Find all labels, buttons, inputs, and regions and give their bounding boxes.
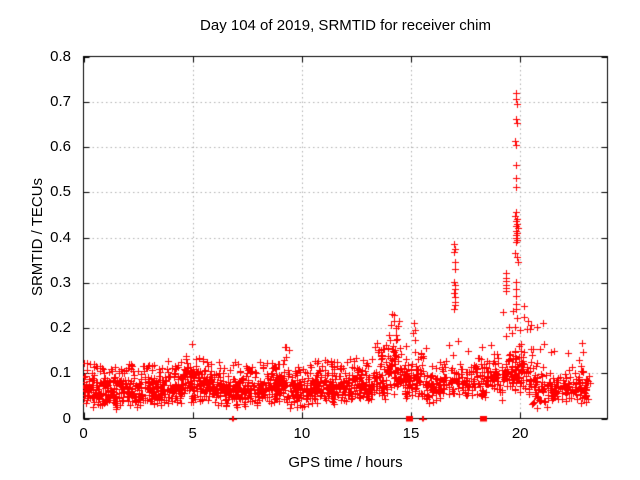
x-tick-label: 0 bbox=[79, 425, 88, 442]
y-tick-label: 0 bbox=[62, 409, 71, 427]
y-tick-label: 0.8 bbox=[50, 47, 71, 65]
y-tick-label: 0.6 bbox=[50, 138, 71, 155]
y-tick-label: 0.7 bbox=[50, 92, 71, 110]
x-tick-label: 15 bbox=[402, 425, 420, 442]
y-tick-label: 0.1 bbox=[50, 364, 71, 382]
y-tick-label: 0.3 bbox=[50, 273, 71, 291]
y-tick-label: 0.5 bbox=[50, 183, 71, 201]
x-tick-label: 20 bbox=[511, 425, 529, 442]
x-axis-label: GPS time / hours bbox=[288, 454, 403, 471]
y-tick-label: 0.4 bbox=[50, 228, 71, 246]
chart-title: Day 104 of 2019, SRMTID for receiver chi… bbox=[200, 17, 491, 34]
y-tick-label: 0.2 bbox=[50, 319, 71, 336]
x-tick-label: 5 bbox=[188, 425, 197, 442]
x-tick-label: 10 bbox=[293, 425, 311, 442]
